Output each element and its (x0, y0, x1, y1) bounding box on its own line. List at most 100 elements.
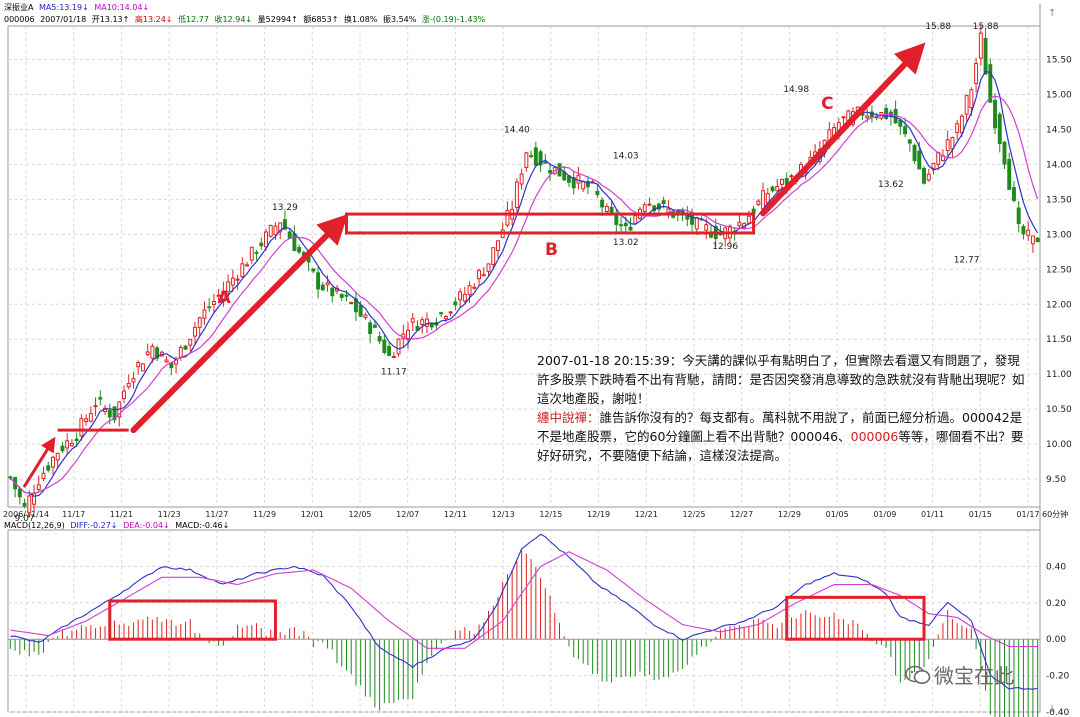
candle-body (197, 317, 202, 328)
time-tick-label: 11/17 (62, 510, 85, 519)
watermark: 微宝在此 (934, 664, 1014, 688)
price-tick-label: 14.00 (1046, 160, 1072, 170)
candle-body (1016, 207, 1021, 224)
amount-readout: 额6853↑ (303, 15, 339, 24)
candle-body (1030, 235, 1035, 245)
candle-body (207, 306, 212, 309)
candle-body (311, 268, 316, 272)
candle-body (164, 359, 169, 363)
macd-readout: MACD:-0.46↓ (175, 521, 230, 530)
candle-body (1035, 237, 1040, 243)
candle-body (93, 405, 98, 408)
candle-body (969, 89, 974, 109)
candle-body (983, 37, 988, 75)
candle-body (690, 215, 695, 225)
header-line-2: 000006 2007/01/18 开13.13↑ 高13.24↓ 低12.77… (4, 14, 488, 25)
candle-body (136, 362, 141, 368)
candle-body (230, 277, 235, 286)
price-tick-label: 10.00 (1046, 440, 1072, 450)
candle-body (391, 356, 396, 359)
candle-body (533, 147, 538, 166)
candle-body (865, 115, 870, 119)
candle-body (647, 203, 652, 206)
price-label: 13.62 (878, 180, 904, 190)
candle-body (978, 32, 983, 59)
candle-body (382, 339, 387, 353)
price-label: 11.17 (381, 367, 407, 377)
candle-body (122, 390, 126, 400)
candle-body (694, 217, 699, 230)
trend-label: C (821, 94, 833, 114)
price-tick-label: 12.50 (1046, 265, 1072, 275)
time-tick-label: 12/07 (396, 510, 419, 519)
price-label: 14.03 (613, 151, 639, 161)
candle-body (387, 346, 392, 356)
candle-body (65, 440, 70, 449)
high-readout: 高13.24↓ (134, 15, 173, 24)
candle-body (926, 173, 931, 181)
candle-body (761, 190, 766, 210)
time-tick-label: 12/05 (348, 510, 371, 519)
stock-name: 深振业A (4, 3, 34, 12)
candle-body (931, 162, 936, 169)
candle-body (917, 150, 922, 170)
candle-body (571, 177, 576, 189)
annotation-note: 2007-01-18 20:15:39：今天講的課似乎有點明白了，但實際去看還又… (537, 351, 1029, 465)
price-tick-label: 12.00 (1046, 300, 1072, 310)
candle-body (112, 406, 117, 421)
candle-body (604, 205, 609, 212)
candle-body (226, 281, 231, 293)
price-tick-label: 10.50 (1046, 405, 1072, 415)
header-line-1: 深振业A MA5:13.19↓ MA10:14.04↓ (4, 2, 152, 13)
time-tick-label: 01/15 (969, 510, 992, 519)
time-tick-label: 12/19 (587, 510, 610, 519)
candle-body (150, 345, 155, 359)
time-tick-label: 01/09 (873, 510, 896, 519)
candle-body (945, 139, 950, 152)
candle-body (145, 351, 150, 356)
trend-arrow (760, 42, 926, 217)
candle-body (297, 247, 302, 253)
candle-body (922, 168, 926, 184)
time-tick-label: 11/29 (253, 510, 276, 519)
candle-body (619, 224, 624, 227)
candle-body (524, 152, 529, 168)
time-tick-label: 12/27 (730, 510, 753, 519)
candle-body (633, 215, 638, 225)
candle-body (656, 203, 661, 210)
candle-body (628, 226, 633, 231)
candle-body (600, 199, 605, 208)
time-tick-label: 11/21 (110, 510, 133, 519)
candle-body (775, 186, 780, 192)
candle-body (8, 476, 13, 479)
dea-line (10, 551, 1038, 649)
price-label: 12.96 (712, 242, 738, 252)
ma10-line (9, 95, 1039, 494)
ma5-readout: MA5:13.19↓ (39, 3, 89, 12)
candle-body (140, 363, 145, 372)
amplitude-readout: 振3.54% (382, 15, 417, 24)
time-tick-label: 12/11 (444, 510, 467, 519)
candle-body (17, 488, 22, 498)
candle-body (746, 215, 751, 224)
candle-body (439, 312, 444, 315)
candle-body (27, 495, 32, 514)
candle-body (538, 151, 543, 166)
macd-tick-label: 0.20 (1046, 599, 1066, 609)
candle-body (424, 318, 429, 327)
candle-body (907, 139, 912, 144)
candle-body (245, 264, 250, 267)
highlight-code: 000006 (850, 429, 899, 444)
price-label: 14.98 (783, 85, 809, 95)
candle-body (344, 294, 349, 297)
candle-body (912, 144, 917, 162)
candle-body (585, 180, 590, 188)
candle-body (396, 338, 401, 355)
candle-body (349, 302, 354, 305)
scroll-down-icon: ↓ (1048, 704, 1056, 715)
candle-body (107, 409, 112, 418)
close-readout: 收12.94↓ (214, 15, 253, 24)
change-readout: 涨-(0.19)-1.43% (421, 15, 486, 24)
